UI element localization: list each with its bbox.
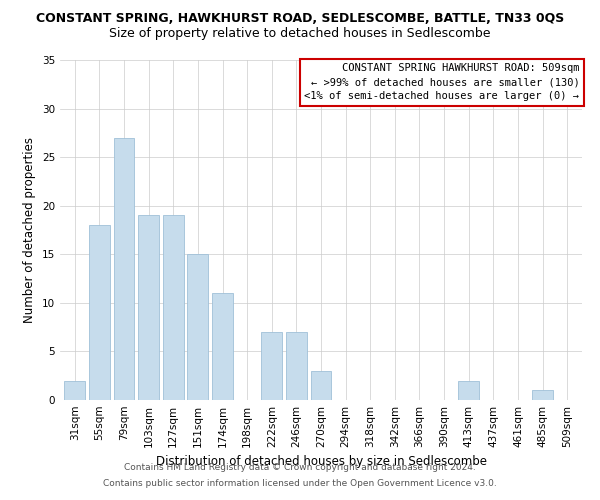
Text: Size of property relative to detached houses in Sedlescombe: Size of property relative to detached ho… [109, 28, 491, 40]
Bar [532, 390, 553, 400]
Bar [163, 216, 184, 400]
Text: CONSTANT SPRING HAWKHURST ROAD: 509sqm
← >99% of detached houses are smaller (13: CONSTANT SPRING HAWKHURST ROAD: 509sqm ←… [304, 64, 580, 102]
Bar [113, 138, 134, 400]
Bar [89, 225, 110, 400]
Bar [64, 380, 85, 400]
Text: CONSTANT SPRING, HAWKHURST ROAD, SEDLESCOMBE, BATTLE, TN33 0QS: CONSTANT SPRING, HAWKHURST ROAD, SEDLESC… [36, 12, 564, 26]
Bar [261, 332, 282, 400]
Bar [138, 216, 159, 400]
X-axis label: Distribution of detached houses by size in Sedlescombe: Distribution of detached houses by size … [155, 456, 487, 468]
Bar [458, 380, 479, 400]
Bar [187, 254, 208, 400]
Text: Contains public sector information licensed under the Open Government Licence v3: Contains public sector information licen… [103, 478, 497, 488]
Bar [212, 293, 233, 400]
Text: Contains HM Land Registry data © Crown copyright and database right 2024.: Contains HM Land Registry data © Crown c… [124, 464, 476, 472]
Y-axis label: Number of detached properties: Number of detached properties [23, 137, 37, 323]
Bar [311, 371, 331, 400]
Bar [286, 332, 307, 400]
